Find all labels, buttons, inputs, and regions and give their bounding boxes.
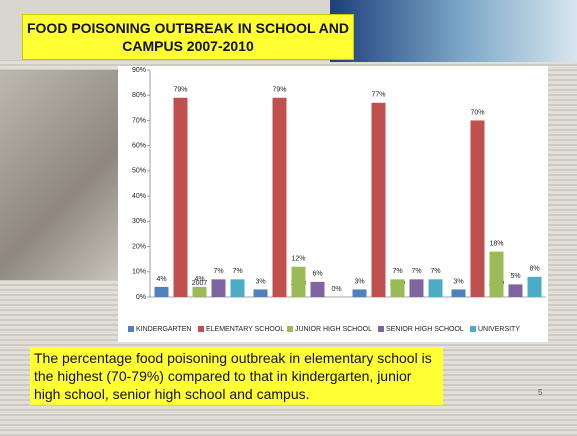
- value-label: 5%: [510, 273, 520, 280]
- legend-label: JUNIOR HIGH SCHOOL: [295, 326, 372, 333]
- bar: [154, 286, 169, 297]
- y-tick-label: 0%: [136, 294, 146, 301]
- value-label: 79%: [173, 87, 187, 94]
- value-label: 7%: [430, 268, 440, 275]
- bar: [470, 120, 485, 297]
- y-tick-label: 40%: [132, 193, 146, 200]
- newspaper-photo: [0, 70, 118, 280]
- value-label: 3%: [255, 278, 265, 285]
- bar: [192, 286, 207, 297]
- y-tick-label: 80%: [132, 92, 146, 99]
- value-label: 7%: [213, 268, 223, 275]
- bar: [352, 289, 367, 297]
- x-tick-label: 2007: [192, 280, 208, 287]
- bar: [371, 102, 386, 298]
- value-label: 18%: [489, 240, 503, 247]
- value-label: 4%: [156, 276, 166, 283]
- value-label: 8%: [529, 266, 539, 273]
- y-tick-label: 30%: [132, 218, 146, 225]
- bar: [230, 279, 245, 297]
- value-label: 7%: [392, 268, 402, 275]
- y-tick-label: 50%: [132, 168, 146, 175]
- legend-swatch: [287, 326, 293, 332]
- caption: The percentage food poisoning outbreak i…: [30, 347, 443, 405]
- bar: [527, 276, 542, 297]
- chart: 0%10%20%30%40%50%60%70%80%90%20074%79%4%…: [118, 66, 548, 342]
- banner-image: [330, 0, 577, 62]
- value-label: 3%: [453, 278, 463, 285]
- legend-label: UNIVERSITY: [478, 326, 520, 333]
- legend-swatch: [378, 326, 384, 332]
- bar: [451, 289, 466, 297]
- legend-label: SENIOR HIGH SCHOOL: [386, 326, 464, 333]
- value-label: 12%: [291, 256, 305, 263]
- value-label: 0%: [331, 286, 341, 293]
- y-tick-label: 10%: [132, 269, 146, 276]
- y-tick-label: 60%: [132, 143, 146, 150]
- value-label: 3%: [354, 278, 364, 285]
- legend-label: KINDERGARTEN: [136, 326, 192, 333]
- y-tick-label: 70%: [132, 117, 146, 124]
- bar: [508, 284, 523, 297]
- legend-swatch: [198, 326, 204, 332]
- value-label: 4%: [194, 276, 204, 283]
- value-label: 79%: [272, 87, 286, 94]
- bar: [173, 97, 188, 297]
- legend-swatch: [470, 326, 476, 332]
- value-label: 77%: [371, 92, 385, 99]
- value-label: 6%: [312, 271, 322, 278]
- bar: [428, 279, 443, 297]
- bar: [291, 266, 306, 297]
- value-label: 7%: [232, 268, 242, 275]
- legend-swatch: [128, 326, 134, 332]
- bar: [390, 279, 405, 297]
- bar: [409, 279, 424, 297]
- value-label: 7%: [411, 268, 421, 275]
- bar: [253, 289, 268, 297]
- y-tick-label: 90%: [132, 67, 146, 74]
- bar: [310, 281, 325, 297]
- slide-title: FOOD POISONING OUTBREAK IN SCHOOL AND CA…: [22, 14, 354, 60]
- bar: [211, 279, 226, 297]
- page-number: 5: [538, 388, 543, 397]
- y-tick-label: 20%: [132, 243, 146, 250]
- bar: [272, 97, 287, 297]
- value-label: 70%: [470, 109, 484, 116]
- bar: [489, 251, 504, 297]
- legend-label: ELEMENTARY SCHOOL: [206, 326, 284, 333]
